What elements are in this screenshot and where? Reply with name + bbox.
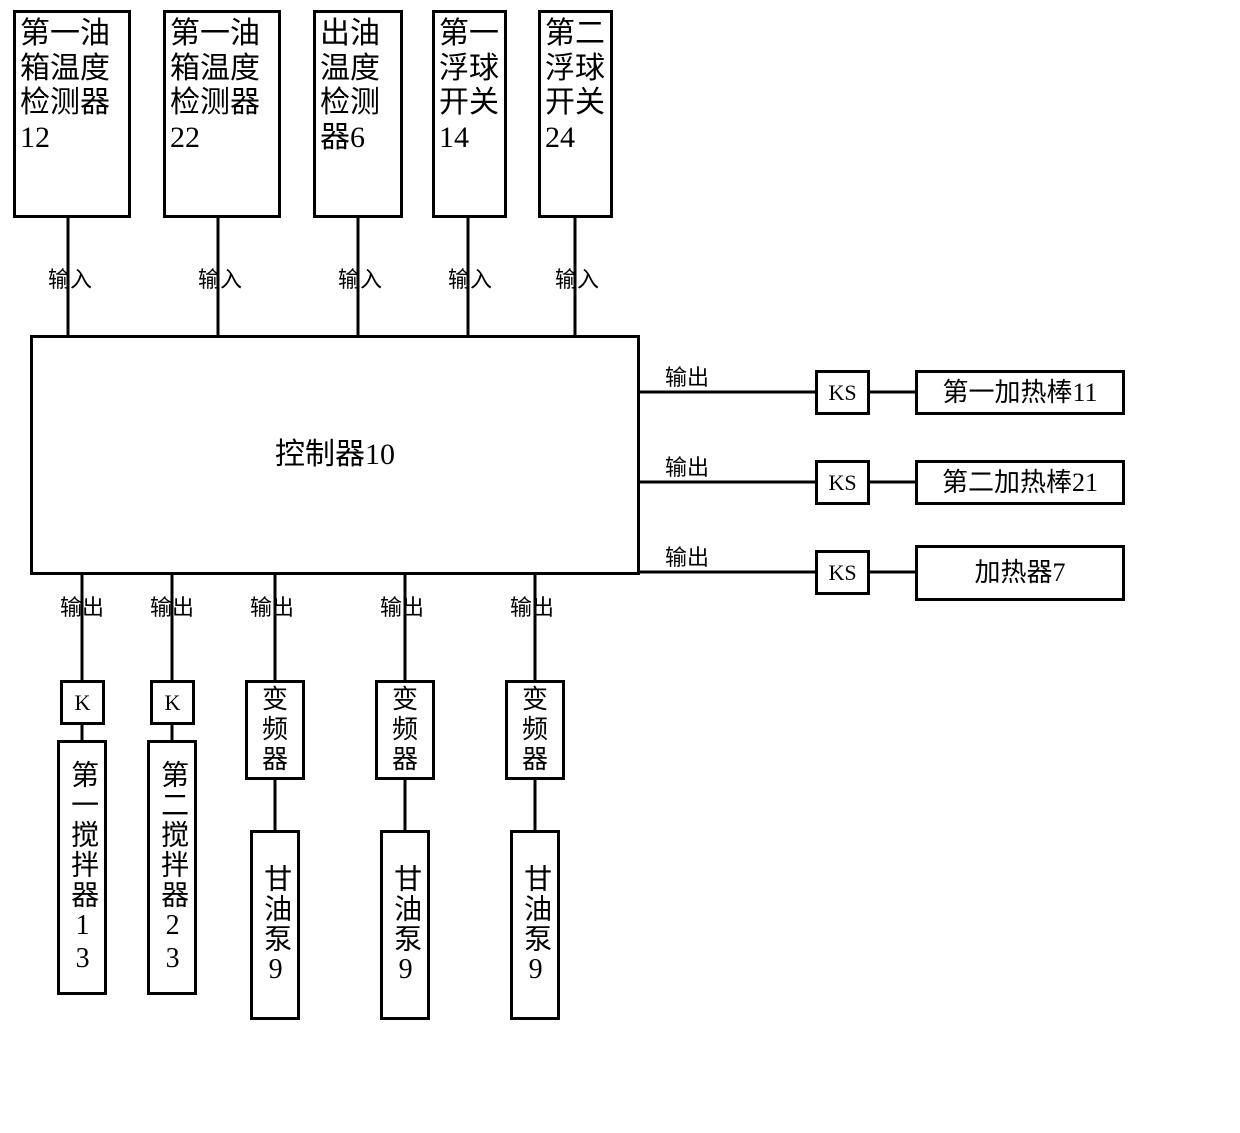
right-out-label-3: 输出 <box>665 540 709 572</box>
input-label-3: 输入 <box>338 262 382 294</box>
vfd-box-4: 变频器 <box>375 680 435 780</box>
bottom-out-label-3: 输出 <box>250 590 294 622</box>
right-device-2: 第二加热棒21 <box>915 460 1125 505</box>
bottom-device-3: 甘油泵9 <box>250 830 300 1020</box>
controller-label: 控制器10 <box>275 438 395 473</box>
bottom-device-2: 第二搅拌器23 <box>147 740 197 995</box>
bottom-out-label-1: 输出 <box>60 590 104 622</box>
input-label-5: 输入 <box>555 262 599 294</box>
top-input-5-text: 第二浮球开关24 <box>545 17 606 155</box>
bottom-device-1-text: 第一搅拌器13 <box>66 760 98 976</box>
bottom-device-4: 甘油泵9 <box>380 830 430 1020</box>
bottom-device-5-text: 甘油泵9 <box>519 864 551 987</box>
ks-box-3: KS <box>815 550 870 595</box>
right-out-label-1: 输出 <box>665 360 709 392</box>
top-input-3-text: 出油温度检测器6 <box>320 17 396 155</box>
ks-box-2: KS <box>815 460 870 505</box>
controller-box: 控制器10 <box>30 335 640 575</box>
bottom-device-5: 甘油泵9 <box>510 830 560 1020</box>
vfd-box-3: 变频器 <box>245 680 305 780</box>
input-label-1: 输入 <box>48 262 92 294</box>
right-device-3: 加热器7 <box>915 545 1125 601</box>
vfd-3-text: 变频器 <box>252 685 298 775</box>
right-device-1-text: 第一加热棒11 <box>942 378 1097 408</box>
input-label-4: 输入 <box>448 262 492 294</box>
input-label-2: 输入 <box>198 262 242 294</box>
ks-box-1: KS <box>815 370 870 415</box>
bottom-out-label-4: 输出 <box>380 590 424 622</box>
top-input-2: 第一油箱温度检测器22 <box>163 10 281 218</box>
vfd-box-5: 变频器 <box>505 680 565 780</box>
top-input-4-text: 第一浮球开关14 <box>439 17 500 155</box>
bottom-device-1: 第一搅拌器13 <box>57 740 107 995</box>
k-box-1: K <box>60 680 105 725</box>
ks-3-text: KS <box>828 560 856 585</box>
bottom-device-2-text: 第二搅拌器23 <box>156 760 188 976</box>
top-input-3: 出油温度检测器6 <box>313 10 403 218</box>
bottom-device-3-text: 甘油泵9 <box>259 864 291 987</box>
top-input-1: 第一油箱温度检测器12 <box>13 10 131 218</box>
k-box-2: K <box>150 680 195 725</box>
right-out-label-2: 输出 <box>665 450 709 482</box>
bottom-device-4-text: 甘油泵9 <box>389 864 421 987</box>
top-input-2-text: 第一油箱温度检测器22 <box>170 17 274 155</box>
bottom-out-label-5: 输出 <box>510 590 554 622</box>
ks-1-text: KS <box>828 380 856 405</box>
top-input-5: 第二浮球开关24 <box>538 10 613 218</box>
k-2-text: K <box>165 690 181 715</box>
ks-2-text: KS <box>828 470 856 495</box>
right-device-2-text: 第二加热棒21 <box>942 468 1098 498</box>
top-input-4: 第一浮球开关14 <box>432 10 507 218</box>
vfd-5-text: 变频器 <box>512 685 558 775</box>
right-device-1: 第一加热棒11 <box>915 370 1125 415</box>
vfd-4-text: 变频器 <box>382 685 428 775</box>
right-device-3-text: 加热器7 <box>974 558 1065 588</box>
bottom-out-label-2: 输出 <box>150 590 194 622</box>
top-input-1-text: 第一油箱温度检测器12 <box>20 17 124 155</box>
k-1-text: K <box>75 690 91 715</box>
